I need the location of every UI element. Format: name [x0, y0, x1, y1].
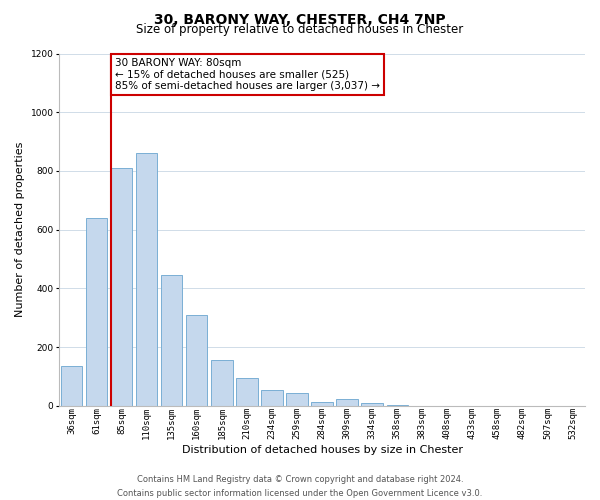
Bar [262, 390, 283, 406]
Text: 30 BARONY WAY: 80sqm
← 15% of detached houses are smaller (525)
85% of semi-deta: 30 BARONY WAY: 80sqm ← 15% of detached h… [115, 58, 380, 91]
Bar [211, 360, 233, 406]
Bar [286, 394, 308, 406]
Bar [61, 366, 82, 406]
Text: 30, BARONY WAY, CHESTER, CH4 7NP: 30, BARONY WAY, CHESTER, CH4 7NP [154, 12, 446, 26]
Bar [186, 315, 208, 406]
Bar [86, 218, 107, 406]
Bar [111, 168, 133, 406]
Bar [386, 405, 408, 406]
Bar [311, 402, 332, 406]
Bar [161, 275, 182, 406]
Y-axis label: Number of detached properties: Number of detached properties [15, 142, 25, 318]
Text: Contains HM Land Registry data © Crown copyright and database right 2024.
Contai: Contains HM Land Registry data © Crown c… [118, 476, 482, 498]
Bar [136, 154, 157, 406]
X-axis label: Distribution of detached houses by size in Chester: Distribution of detached houses by size … [182, 445, 463, 455]
Text: Size of property relative to detached houses in Chester: Size of property relative to detached ho… [136, 22, 464, 36]
Bar [236, 378, 257, 406]
Bar [361, 404, 383, 406]
Bar [337, 400, 358, 406]
